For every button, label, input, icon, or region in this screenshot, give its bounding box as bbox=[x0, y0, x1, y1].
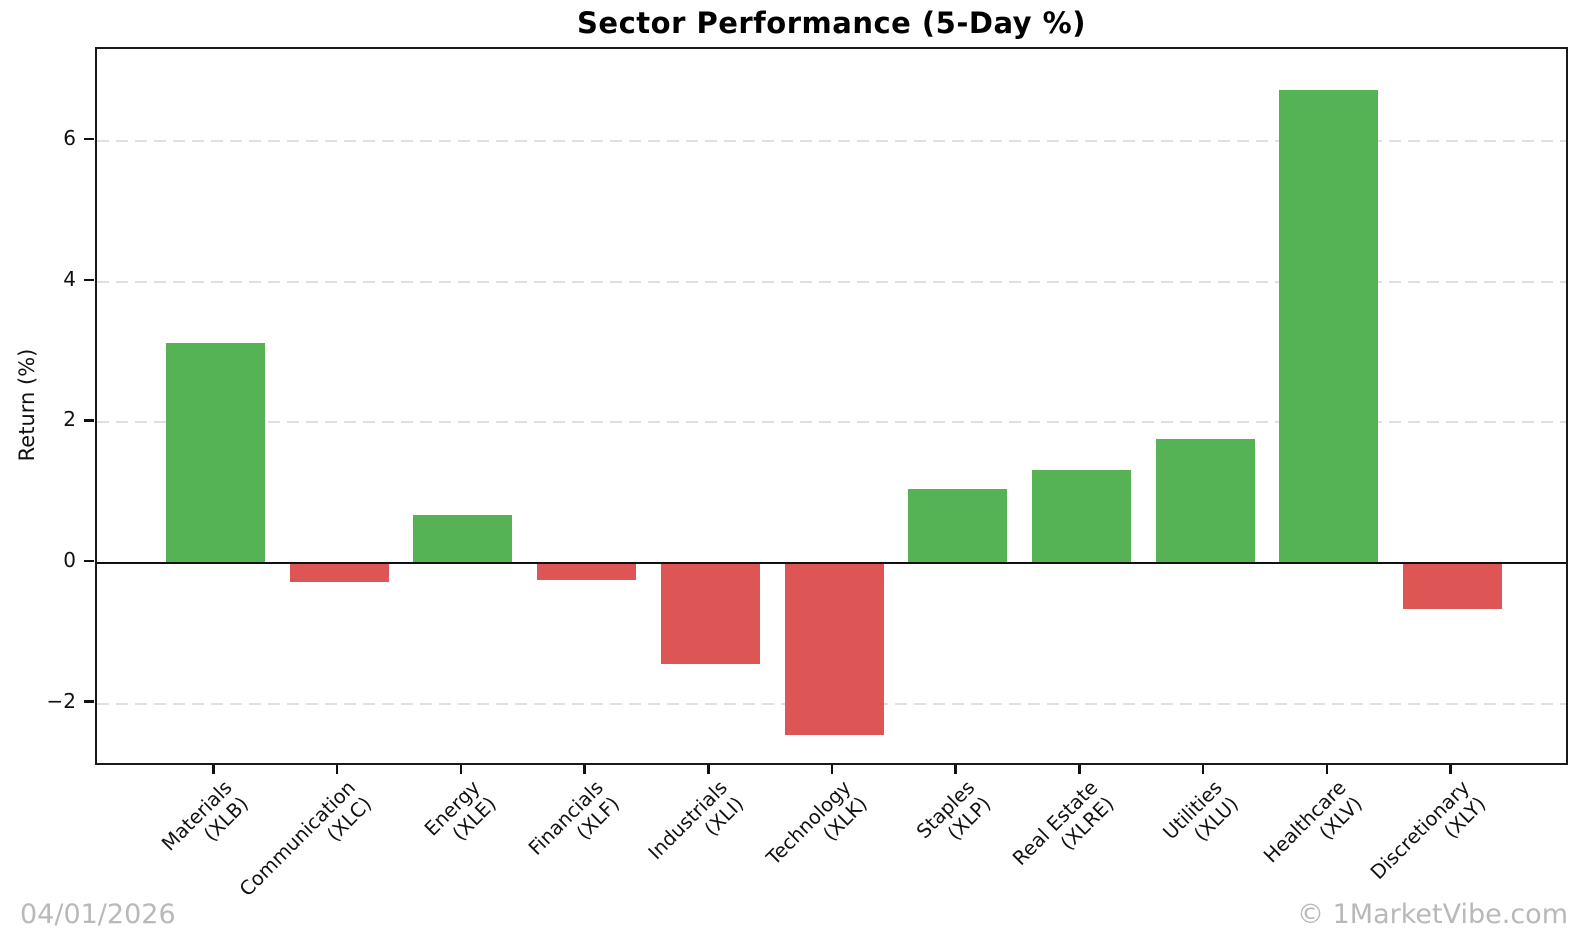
gridline-6 bbox=[97, 140, 1566, 143]
y-tick-label-6: 6 bbox=[63, 126, 76, 151]
bar-xle bbox=[413, 515, 513, 564]
x-label-xly: Discretionary (XLY) bbox=[1366, 776, 1491, 901]
bar-xlre bbox=[1031, 469, 1131, 564]
x-tick-mark-xlre bbox=[1078, 765, 1081, 774]
x-label-xlre: Real Estate (XLRE) bbox=[1009, 776, 1120, 887]
x-tick-mark-xlv bbox=[1325, 765, 1329, 774]
y-tick-label-4: 4 bbox=[63, 266, 76, 291]
x-label-xlu: Utilities (XLU) bbox=[1158, 776, 1243, 861]
y-axis-label: Return (%) bbox=[15, 348, 39, 462]
x-tick-mark-xlp bbox=[954, 765, 957, 774]
bar-xlf bbox=[537, 563, 637, 580]
x-tick-mark-xli bbox=[707, 765, 710, 774]
y-tick-label-0: 0 bbox=[63, 548, 76, 573]
x-label-xli: Industrials (XLI) bbox=[643, 776, 748, 881]
x-label-xlv: Healthcare (XLV) bbox=[1259, 776, 1367, 884]
x-label-xlc: Communication (XLC) bbox=[236, 776, 378, 918]
bar-xlv bbox=[1279, 90, 1379, 564]
y-tick-mark--2 bbox=[84, 700, 94, 703]
bar-xlk bbox=[784, 563, 884, 736]
x-tick-mark-xlb bbox=[212, 765, 215, 774]
y-tick-mark-6 bbox=[84, 137, 94, 141]
x-tick-mark-xlk bbox=[830, 765, 834, 774]
x-tick-mark-xlu bbox=[1201, 765, 1205, 774]
y-tick-mark-0 bbox=[84, 559, 94, 563]
zero-line bbox=[97, 561, 1566, 565]
x-tick-mark-xly bbox=[1449, 765, 1452, 774]
y-tick-mark-2 bbox=[84, 419, 94, 422]
plot-area bbox=[95, 47, 1568, 765]
y-tick-mark-4 bbox=[84, 278, 94, 282]
x-tick-mark-xle bbox=[459, 765, 463, 774]
y-tick-label-2: 2 bbox=[63, 407, 76, 432]
copyright-watermark: © 1MarketVibe.com bbox=[1297, 899, 1568, 930]
chart-title: Sector Performance (5-Day %) bbox=[577, 6, 1086, 40]
bar-xly bbox=[1403, 563, 1502, 609]
x-label-xlk: Technology (XLK) bbox=[762, 776, 872, 886]
x-tick-mark-xlc bbox=[335, 765, 339, 774]
x-label-xlb: Materials (XLB) bbox=[157, 776, 253, 872]
x-tick-mark-xlf bbox=[583, 765, 586, 774]
x-label-xlf: Financials (XLF) bbox=[524, 776, 625, 877]
bar-xlp bbox=[908, 488, 1008, 564]
gridline-2 bbox=[97, 421, 1566, 424]
bar-xlb bbox=[166, 342, 265, 564]
bar-xlc bbox=[289, 563, 389, 583]
y-tick-label--2: −2 bbox=[46, 688, 76, 713]
gridline-4 bbox=[97, 280, 1566, 283]
bar-xli bbox=[660, 563, 760, 664]
x-label-xle: Energy (XLE) bbox=[420, 776, 501, 857]
x-label-xlp: Staples (XLP) bbox=[912, 776, 996, 860]
bar-xlu bbox=[1155, 438, 1255, 564]
date-watermark: 04/01/2026 bbox=[20, 899, 176, 930]
